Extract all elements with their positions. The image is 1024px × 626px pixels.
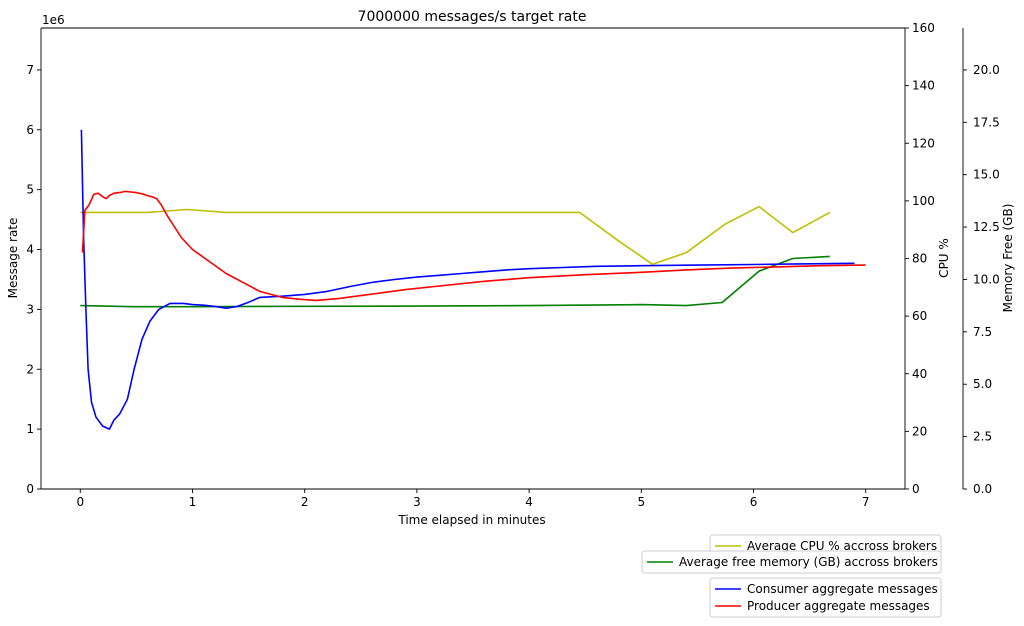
series-line-2 — [80, 255, 830, 308]
legend-label: Producer aggregate messages — [747, 599, 930, 613]
legend-layer: Average CPU % accross brokers Average fre… — [641, 534, 942, 618]
x-tick-label: 4 — [525, 495, 533, 509]
y-tick-label: 1 — [26, 422, 34, 436]
x-tick-label: 7 — [862, 495, 870, 509]
legend-label: Average CPU % accross brokers — [747, 539, 937, 553]
y2-tick-label: 40 — [912, 367, 927, 381]
y-axis-label: Message rate — [6, 218, 20, 299]
y3-tick-label: 17.5 — [973, 115, 1000, 129]
y-tick-label: 7 — [26, 63, 34, 77]
x-tick-label: 0 — [76, 495, 84, 509]
y3-tick-label: 7.5 — [973, 325, 992, 339]
y-tick-label: 5 — [26, 183, 34, 197]
y-tick-label: 0 — [26, 482, 34, 496]
x-axis-label: Time elapsed in minutes — [397, 513, 545, 527]
x-tick-label: 1 — [189, 495, 197, 509]
legend-label: Consumer aggregate messages — [747, 582, 938, 596]
y3-tick-label: 10.0 — [973, 272, 1000, 286]
y3-tick-label: 0.0 — [973, 482, 992, 496]
y3-tick-label: 2.5 — [973, 430, 992, 444]
y-axis-offset-label: 1e6 — [42, 13, 65, 27]
y2-tick-label: 140 — [912, 79, 935, 93]
y-tick-label: 2 — [26, 362, 34, 376]
y2-tick-label: 20 — [912, 424, 927, 438]
y3-tick-label: 12.5 — [973, 220, 1000, 234]
y3-tick-label: 20.0 — [973, 63, 1000, 77]
series-line-3 — [80, 129, 855, 430]
y2-tick-label: 80 — [912, 252, 927, 266]
legend-box-2 — [641, 550, 942, 574]
y3-axis-label: Memory Free (GB) — [1001, 204, 1015, 313]
y2-tick-label: 160 — [912, 21, 935, 35]
y2-tick-label: 0 — [912, 482, 920, 496]
y-tick-label: 4 — [26, 243, 34, 257]
x-tick-label: 5 — [637, 495, 645, 509]
x-tick-label: 6 — [750, 495, 758, 509]
plot-layer — [80, 129, 866, 430]
series-line-1 — [80, 205, 831, 266]
x-tick-label: 2 — [301, 495, 309, 509]
y2-tick-label: 120 — [912, 136, 935, 150]
y2-tick-label: 100 — [912, 194, 935, 208]
legend-box-3 — [709, 577, 942, 618]
y-tick-label: 6 — [26, 123, 34, 137]
axes-layer: 0 1 2 3 4 5 6 7 0 1 2 3 4 5 6 7 0 20 40 60 80 100 120 140 160 0.0… — [26, 21, 999, 509]
chart-title: 7000000 messages/s target rate — [358, 9, 587, 25]
series-line-4 — [81, 190, 866, 302]
y3-tick-label: 15.0 — [973, 168, 1000, 182]
legend-label: Average free memory (GB) accross brokers — [679, 555, 938, 569]
y3-tick-label: 5.0 — [973, 377, 992, 391]
y2-axis-label: CPU % — [937, 238, 951, 278]
y2-tick-label: 60 — [912, 309, 927, 323]
x-tick-label: 3 — [413, 495, 421, 509]
y-tick-label: 3 — [26, 302, 34, 316]
